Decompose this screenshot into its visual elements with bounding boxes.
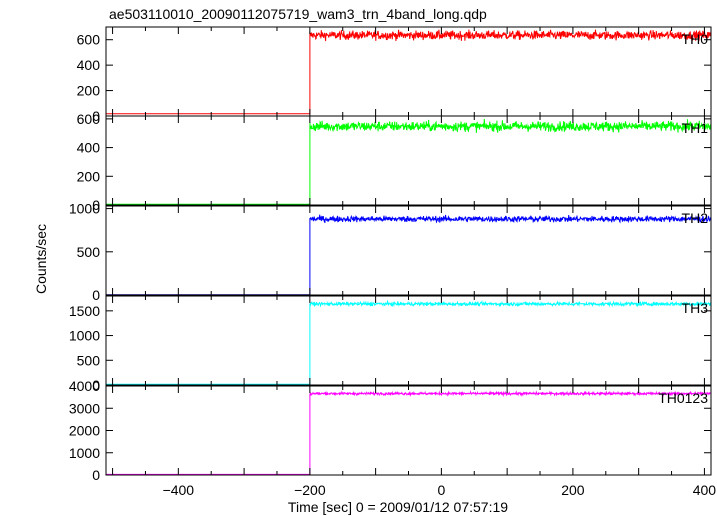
- y-tick-label: 200: [77, 83, 101, 99]
- y-tick-label: 200: [77, 168, 101, 184]
- x-tick-label: 200: [561, 482, 585, 498]
- series-line-th0: [106, 29, 712, 115]
- y-tick-label: 500: [77, 352, 101, 368]
- y-tick-label: 0: [92, 287, 100, 303]
- chart-title: ae503110010_20090112075719_wam3_trn_4ban…: [109, 6, 487, 22]
- series-label-th3: TH3: [682, 300, 709, 316]
- panel-th0: 0 200 400 600 TH0: [77, 26, 712, 124]
- panel-frame: [105, 295, 712, 386]
- y-tick-label: 0: [92, 467, 100, 483]
- panel-frame: [105, 385, 712, 476]
- series-line-th0123: [106, 390, 711, 475]
- y-tick-label: 2000: [69, 423, 100, 439]
- y-tick-label: 0: [92, 377, 100, 393]
- y-tick-label: 1000: [69, 328, 100, 344]
- y-tick-label: 1000: [69, 445, 100, 461]
- panels: 0 200 400 600 TH0 0 200 400 600 TH1 0 500 1000 TH2 0 50…: [69, 26, 717, 498]
- panel-th1: 0 200 400 600 TH1: [77, 111, 712, 213]
- y-tick-label: 3000: [69, 400, 100, 416]
- y-tick-label: 4000: [69, 378, 100, 394]
- panel-th0123: 0 1000 2000 3000 4000 TH0123: [69, 378, 712, 483]
- x-axis-label: Time [sec] 0 = 2009/01/12 07:57:19: [288, 499, 508, 515]
- panel-th2: 0 500 1000 TH2: [69, 201, 712, 303]
- series-label-th0123: TH0123: [658, 390, 708, 406]
- series-line-th2: [106, 214, 712, 296]
- panel-frame: [105, 26, 712, 117]
- x-tick-label: −400: [163, 482, 195, 498]
- y-tick-label: 1500: [69, 303, 100, 319]
- series-label-th0: TH0: [682, 31, 709, 47]
- y-tick-label: 0: [92, 108, 100, 124]
- series-label-th2: TH2: [682, 210, 709, 226]
- x-tick-label: 400: [693, 482, 717, 498]
- y-tick-label: 1000: [69, 201, 100, 217]
- y-tick-label: 400: [77, 57, 101, 73]
- panel-frame: [105, 115, 712, 206]
- y-tick-label: 400: [77, 140, 101, 156]
- panel-th3: 0 500 1000 1500 TH3: [69, 295, 712, 393]
- y-tick-label: 600: [77, 32, 101, 48]
- series-line-th1: [106, 118, 712, 205]
- y-axis-label: Counts/sec: [33, 224, 49, 294]
- series-label-th1: TH1: [682, 120, 709, 136]
- y-tick-label: 500: [77, 244, 101, 260]
- y-tick-label: 0: [92, 197, 100, 213]
- x-tick-label: 0: [437, 482, 445, 498]
- x-tick-label: −200: [294, 482, 326, 498]
- series-line-th3: [106, 299, 712, 385]
- y-tick-label: 600: [77, 111, 101, 127]
